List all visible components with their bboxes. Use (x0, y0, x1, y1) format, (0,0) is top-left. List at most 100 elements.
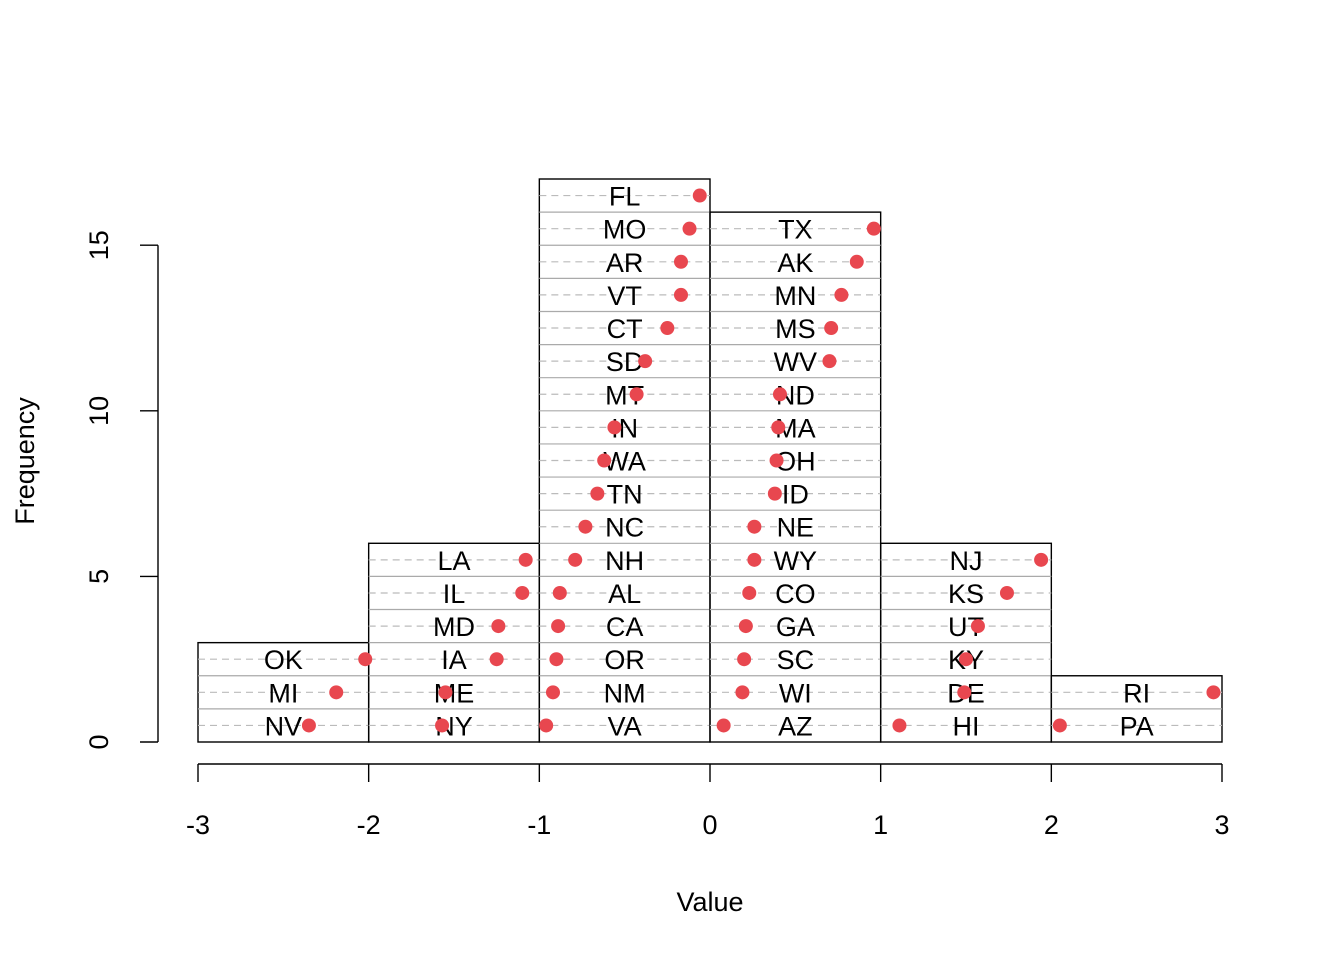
point-label: AZ (778, 711, 813, 741)
data-point (673, 254, 688, 269)
data-point (767, 486, 782, 501)
data-point (735, 685, 750, 700)
point-label: ID (782, 480, 809, 510)
point-label: AL (608, 579, 641, 609)
data-point (518, 552, 533, 567)
data-point (716, 718, 731, 733)
data-point (551, 619, 566, 634)
data-point (742, 585, 757, 600)
data-points: NVMIOKNYMEIAMDILLAVANMORCAALNHNCTNWAINMT… (264, 182, 1221, 741)
point-label: MS (775, 314, 816, 344)
point-label: VT (607, 281, 642, 311)
point-label: CT (607, 314, 643, 344)
point-label: TX (778, 215, 813, 245)
data-point (866, 221, 881, 236)
data-point (834, 287, 849, 302)
data-point (1052, 718, 1067, 733)
data-point (329, 685, 344, 700)
point-label: MN (774, 281, 816, 311)
y-axis-title: Frequency (10, 397, 40, 525)
y-tick-label: 10 (84, 396, 114, 426)
data-point (849, 254, 864, 269)
point-label: WV (774, 347, 818, 377)
data-point (301, 718, 316, 733)
data-point (747, 519, 762, 534)
data-point (692, 188, 707, 203)
data-point (771, 420, 786, 435)
x-tick-label: -3 (186, 810, 210, 840)
data-point (970, 619, 985, 634)
point-label: NC (605, 513, 644, 543)
y-tick-label: 5 (84, 569, 114, 584)
data-point (629, 387, 644, 402)
point-label: MD (433, 612, 475, 642)
data-point (660, 321, 675, 336)
data-point (957, 685, 972, 700)
x-axis-title: Value (676, 887, 743, 917)
data-point (435, 718, 450, 733)
x-tick-label: 3 (1214, 810, 1229, 840)
data-point (824, 321, 839, 336)
data-point (769, 453, 784, 468)
data-point (549, 652, 564, 667)
x-tick-label: 1 (873, 810, 888, 840)
x-tick-label: -1 (527, 810, 551, 840)
data-point (738, 619, 753, 634)
data-point (673, 287, 688, 302)
data-point (358, 652, 373, 667)
data-point (1034, 552, 1049, 567)
y-tick-label: 0 (84, 734, 114, 749)
data-point (999, 585, 1014, 600)
point-label: RI (1123, 678, 1150, 708)
point-label: MI (268, 678, 298, 708)
data-point (892, 718, 907, 733)
point-label: NH (605, 546, 644, 576)
point-label: OR (604, 645, 645, 675)
data-point (638, 354, 653, 369)
data-point (491, 619, 506, 634)
data-point (1206, 685, 1221, 700)
data-point (607, 420, 622, 435)
data-point (539, 718, 554, 733)
data-point (747, 552, 762, 567)
axes: -3 -2 -1 0 1 2 3 0 5 10 15 (84, 230, 1230, 840)
data-point (568, 552, 583, 567)
point-label: GA (776, 612, 815, 642)
point-label: NV (265, 711, 303, 741)
data-point (489, 652, 504, 667)
data-point (515, 585, 530, 600)
data-point (578, 519, 593, 534)
point-label: CA (606, 612, 644, 642)
data-point (545, 685, 560, 700)
point-label: OK (264, 645, 303, 675)
x-tick-label: -2 (357, 810, 381, 840)
data-point (552, 585, 567, 600)
point-label: AK (777, 248, 813, 278)
point-label: PA (1120, 711, 1154, 741)
data-point (772, 387, 787, 402)
x-tick-label: 2 (1044, 810, 1059, 840)
point-label: AR (606, 248, 644, 278)
point-label: LA (437, 546, 470, 576)
point-label: NE (777, 513, 815, 543)
point-label: TN (607, 480, 643, 510)
point-label: FL (609, 182, 641, 212)
point-label: NM (604, 678, 646, 708)
point-label: IL (443, 579, 466, 609)
data-point (682, 221, 697, 236)
point-label: NJ (950, 546, 983, 576)
data-point (737, 652, 752, 667)
histogram-bars (197, 178, 1223, 743)
point-label: MO (603, 215, 647, 245)
y-tick-label: 15 (84, 230, 114, 260)
point-label: VA (608, 711, 642, 741)
point-label: HI (953, 711, 980, 741)
data-point (438, 685, 453, 700)
point-label: WY (774, 546, 818, 576)
point-label: WI (779, 678, 812, 708)
data-point (959, 652, 973, 667)
data-point (590, 486, 605, 501)
point-label: CO (775, 579, 816, 609)
point-label: SC (777, 645, 815, 675)
